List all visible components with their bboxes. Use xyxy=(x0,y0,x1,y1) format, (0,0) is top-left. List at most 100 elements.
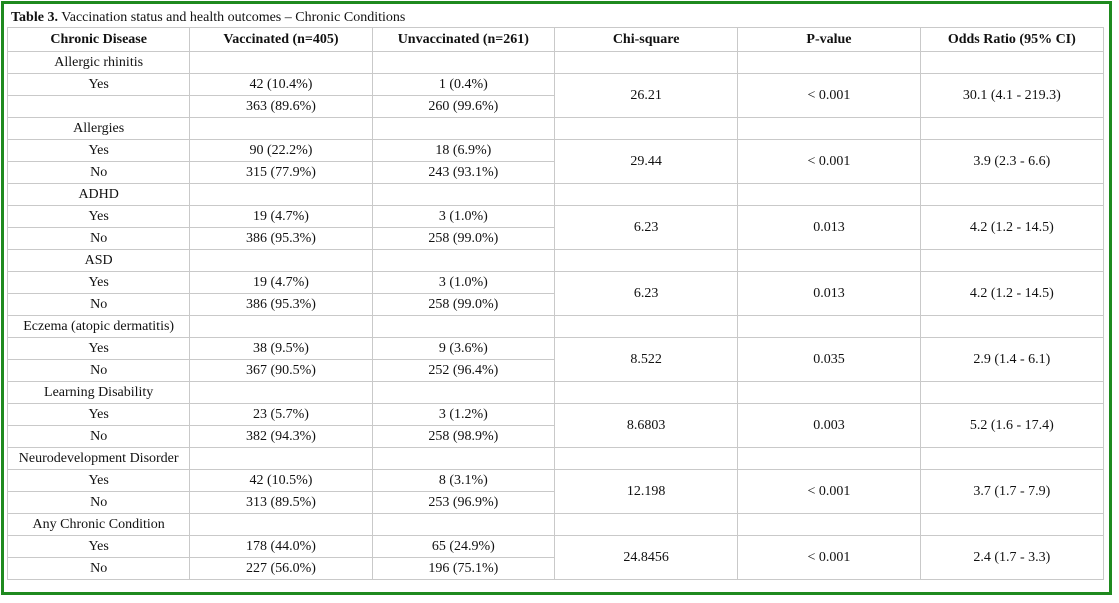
empty-cell xyxy=(189,183,373,206)
row-label: Yes xyxy=(6,403,191,426)
vaccinated-value: 367 (90.5%) xyxy=(189,359,373,382)
header-chi-square: Chi-square xyxy=(553,27,739,52)
unvaccinated-value: 3 (1.2%) xyxy=(371,403,555,426)
vaccinated-value: 178 (44.0%) xyxy=(189,535,373,558)
odds-ratio-value: 2.9 (1.4 - 6.1) xyxy=(919,337,1105,382)
row-label: Yes xyxy=(6,535,191,558)
odds-ratio-value: 4.2 (1.2 - 14.5) xyxy=(919,205,1105,250)
group-header-row: Eczema (atopic dermatitis) xyxy=(6,315,1105,338)
empty-cell xyxy=(737,249,921,272)
odds-ratio-value: 5.2 (1.6 - 17.4) xyxy=(919,403,1105,448)
disease-name: Neurodevelopment Disorder xyxy=(6,447,191,470)
group-header-row: Any Chronic Condition xyxy=(6,513,1105,536)
caption-text: Vaccination status and health outcomes –… xyxy=(57,10,406,25)
unvaccinated-value: 258 (99.0%) xyxy=(371,227,555,250)
unvaccinated-value: 258 (99.0%) xyxy=(371,293,555,316)
odds-ratio-value: 2.4 (1.7 - 3.3) xyxy=(919,535,1105,580)
vaccinated-value: 382 (94.3%) xyxy=(189,425,373,448)
group-header-row: ASD xyxy=(6,249,1105,272)
empty-cell xyxy=(371,381,555,404)
p-value: < 0.001 xyxy=(737,73,921,118)
p-value: 0.003 xyxy=(737,403,921,448)
chi-square-value: 26.21 xyxy=(553,73,739,118)
empty-cell xyxy=(737,315,921,338)
empty-cell xyxy=(371,513,555,536)
table-row: Yes 19 (4.7%) 3 (1.0%) 6.23 0.013 4.2 (1.2 - … xyxy=(6,205,1105,250)
odds-ratio-value: 4.2 (1.2 - 14.5) xyxy=(919,271,1105,316)
row-label: Yes xyxy=(6,337,191,360)
header-chronic-disease: Chronic Disease xyxy=(6,27,191,52)
unvaccinated-value: 3 (1.0%) xyxy=(371,271,555,294)
unvaccinated-value: 252 (96.4%) xyxy=(371,359,555,382)
table-row: Yes 38 (9.5%) 9 (3.6%) 8.522 0.035 2.9 (1.4 -… xyxy=(6,337,1105,382)
empty-cell xyxy=(737,381,921,404)
vaccinated-value: 386 (95.3%) xyxy=(189,293,373,316)
chronic-conditions-table: Chronic Disease Vaccinated (n=405) Unvac… xyxy=(6,27,1105,580)
disease-name: Learning Disability xyxy=(6,381,191,404)
caption-label: Table 3. xyxy=(11,10,58,25)
unvaccinated-value: 9 (3.6%) xyxy=(371,337,555,360)
header-odds-ratio: Odds Ratio (95% CI) xyxy=(919,27,1105,52)
chi-square-value: 29.44 xyxy=(553,139,739,184)
table-row: 363 (89.6%) 260 (99.6%) xyxy=(6,95,1104,118)
table-row: No 227 (56.0%) 196 (75.1%) xyxy=(6,557,1104,580)
table-row: No 313 (89.5%) 253 (96.9%) xyxy=(6,491,1104,514)
empty-cell xyxy=(553,315,739,338)
table-row: Yes 178 (44.0%) 65 (24.9%) 24.8456 < 0.001 2.… xyxy=(6,535,1105,580)
disease-name: ADHD xyxy=(6,183,191,206)
vaccinated-value: 38 (9.5%) xyxy=(189,337,373,360)
header-row: Chronic Disease Vaccinated (n=405) Unvac… xyxy=(6,27,1105,52)
table-row: No 367 (90.5%) 252 (96.4%) xyxy=(6,359,1104,382)
vaccinated-value: 42 (10.5%) xyxy=(189,469,373,492)
row-label: No xyxy=(6,293,191,316)
empty-cell xyxy=(371,447,555,470)
group-header-row: Neurodevelopment Disorder xyxy=(6,447,1105,470)
row-label: Yes xyxy=(6,73,191,96)
chi-square-value: 6.23 xyxy=(553,205,739,250)
unvaccinated-value: 65 (24.9%) xyxy=(371,535,555,558)
empty-cell xyxy=(919,315,1105,338)
empty-cell xyxy=(371,117,555,140)
unvaccinated-value: 8 (3.1%) xyxy=(371,469,555,492)
empty-cell xyxy=(553,117,739,140)
vaccinated-value: 90 (22.2%) xyxy=(189,139,373,162)
unvaccinated-value: 258 (98.9%) xyxy=(371,425,555,448)
empty-cell xyxy=(189,381,373,404)
row-label: Yes xyxy=(6,139,191,162)
row-label xyxy=(6,95,191,118)
vaccinated-value: 19 (4.7%) xyxy=(189,205,373,228)
p-value: 0.035 xyxy=(737,337,921,382)
row-label: Yes xyxy=(6,469,191,492)
empty-cell xyxy=(919,249,1105,272)
unvaccinated-value: 3 (1.0%) xyxy=(371,205,555,228)
vaccinated-value: 386 (95.3%) xyxy=(189,227,373,250)
unvaccinated-value: 18 (6.9%) xyxy=(371,139,555,162)
empty-cell xyxy=(189,249,373,272)
empty-cell xyxy=(189,117,373,140)
row-label: Yes xyxy=(6,271,191,294)
empty-cell xyxy=(737,447,921,470)
chi-square-value: 24.8456 xyxy=(553,535,739,580)
group-header-row: Allergies xyxy=(6,117,1105,140)
table-row: No 386 (95.3%) 258 (99.0%) xyxy=(6,293,1104,316)
empty-cell xyxy=(189,447,373,470)
empty-cell xyxy=(371,249,555,272)
table-row: Yes 42 (10.4%) 1 (0.4%) 26.21 < 0.001 30.1 (4… xyxy=(6,73,1105,118)
odds-ratio-value: 30.1 (4.1 - 219.3) xyxy=(919,73,1105,118)
vaccinated-value: 363 (89.6%) xyxy=(189,95,373,118)
empty-cell xyxy=(371,183,555,206)
empty-cell xyxy=(737,117,921,140)
table-row: Yes 19 (4.7%) 3 (1.0%) 6.23 0.013 4.2 (1.2 - … xyxy=(6,271,1105,316)
empty-cell xyxy=(737,513,921,536)
row-label: No xyxy=(6,425,191,448)
vaccinated-value: 227 (56.0%) xyxy=(189,557,373,580)
unvaccinated-value: 1 (0.4%) xyxy=(371,73,555,96)
p-value: < 0.001 xyxy=(737,469,921,514)
row-label: Yes xyxy=(6,205,191,228)
disease-name: Eczema (atopic dermatitis) xyxy=(6,315,191,338)
empty-cell xyxy=(553,513,739,536)
row-label: No xyxy=(6,227,191,250)
vaccinated-value: 42 (10.4%) xyxy=(189,73,373,96)
disease-name: Any Chronic Condition xyxy=(6,513,191,536)
header-vaccinated: Vaccinated (n=405) xyxy=(189,27,373,52)
